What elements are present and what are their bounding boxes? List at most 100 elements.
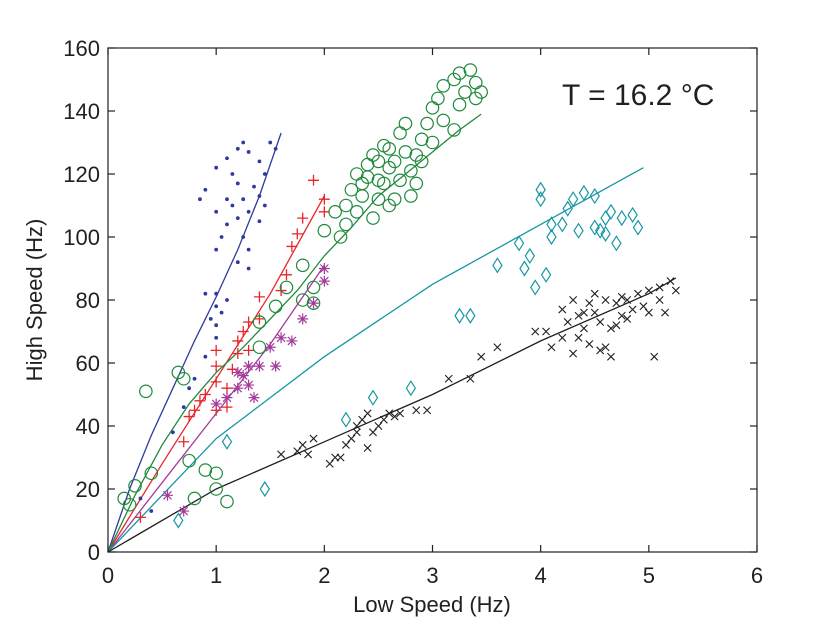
blue-dots-point — [230, 203, 235, 208]
black-x-point — [423, 406, 432, 415]
y-tick-label: 40 — [76, 414, 100, 439]
green-circle-point — [387, 154, 402, 169]
green-circle-point — [377, 176, 391, 191]
y-tick-label: 60 — [76, 351, 100, 376]
black-x-point — [590, 289, 599, 298]
blue-dots-point — [225, 197, 229, 202]
black-x-point — [601, 343, 610, 352]
teal-diamond-point — [573, 222, 584, 239]
blue-dots-point — [214, 247, 219, 252]
blue-dots-point — [241, 140, 246, 145]
black-x-fit-line — [107, 277, 677, 553]
black-x-point — [623, 314, 632, 323]
black-x-point — [579, 308, 588, 317]
green-circle-point — [398, 145, 413, 159]
red-plus-point — [194, 395, 206, 407]
blue-dots-point — [198, 197, 202, 202]
black-x-point — [563, 318, 572, 327]
magenta-asterisk-point — [210, 398, 222, 410]
teal-diamond-point — [589, 187, 600, 205]
y-tick-label: 120 — [63, 162, 100, 187]
red-plus-point — [318, 193, 330, 205]
black-x-point — [569, 296, 578, 304]
teal-diamond-point — [546, 228, 557, 246]
teal-diamond-point — [340, 411, 352, 428]
black-x-point — [325, 459, 334, 468]
green-circle-point — [295, 293, 310, 307]
black-x-point — [590, 308, 599, 317]
magenta-asterisk-point — [232, 382, 244, 394]
black-x-point — [293, 447, 302, 456]
magenta-asterisk-point — [275, 332, 287, 344]
green-circle-point — [128, 479, 142, 493]
blue-dots-point — [187, 386, 192, 391]
black-x-point — [579, 324, 588, 333]
black-x-point — [336, 453, 345, 462]
black-x-point — [444, 374, 453, 383]
black-x-point — [390, 412, 399, 421]
magenta-asterisk-point — [286, 335, 298, 347]
black-x-point — [612, 321, 621, 330]
magenta-asterisk-point — [270, 360, 282, 372]
green-circle-point — [328, 205, 342, 219]
x-tick-label: 4 — [535, 563, 547, 588]
black-x-point — [596, 318, 605, 327]
blue-dots-point — [214, 209, 219, 214]
black-x-point — [623, 296, 632, 304]
x-tick-label: 5 — [643, 563, 655, 588]
green-circle-point — [209, 466, 223, 481]
black-x-point — [634, 289, 643, 298]
green-circle-point — [452, 97, 467, 112]
teal-diamond-point — [605, 203, 617, 220]
teal-diamond-point — [530, 279, 541, 296]
y-tick-label: 20 — [76, 477, 100, 502]
teal-diamond-point — [589, 219, 600, 236]
magenta-asterisk-point — [248, 392, 260, 404]
green-circle-point — [420, 116, 434, 131]
teal-diamond-point — [627, 206, 638, 224]
black-x-point — [369, 428, 377, 437]
green-circle-point — [139, 384, 153, 399]
black-x-point — [661, 308, 670, 317]
blue-dots-point — [203, 354, 208, 359]
red-plus-point — [280, 269, 292, 281]
red-plus-point — [178, 436, 190, 448]
blue-dots-point — [149, 509, 154, 513]
green-circle-point — [447, 123, 461, 137]
green-circle-point — [306, 296, 321, 310]
blue-dots-point — [214, 165, 219, 170]
black-x-point — [596, 346, 605, 355]
black-x-point — [352, 428, 361, 437]
teal-diamond-point — [524, 247, 536, 265]
magenta-asterisk-point — [318, 275, 330, 287]
magenta-asterisk-point — [243, 379, 255, 391]
green-circle-point — [144, 466, 159, 481]
blue-dots-point — [246, 150, 251, 154]
black-x-point — [466, 374, 475, 383]
black-x-point — [352, 422, 361, 430]
blue-dots-point — [230, 172, 235, 176]
teal-diamond-point — [405, 380, 417, 397]
green-circle-point — [414, 132, 429, 147]
green-circle-point — [198, 463, 213, 477]
teal-diamond-point — [221, 433, 233, 450]
red-plus-point — [134, 511, 146, 523]
magenta-asterisk-point — [264, 341, 276, 353]
black-x-point — [617, 311, 626, 320]
blue-dots-point — [235, 260, 240, 265]
red-plus-point — [210, 376, 222, 388]
x-tick-label: 6 — [751, 563, 763, 588]
teal-diamond-point — [535, 181, 546, 198]
magenta-asterisk-point — [308, 297, 320, 309]
magenta-asterisk-point — [161, 489, 173, 501]
y-tick-label: 160 — [63, 36, 100, 61]
black-x-point — [531, 327, 540, 336]
teal-diamond-point — [513, 235, 525, 252]
blue-dots-point — [225, 298, 229, 302]
blue-dots-point — [257, 159, 262, 164]
black-x-point — [612, 299, 621, 308]
green-circle-point — [366, 211, 380, 225]
blue-dots-point — [246, 209, 251, 214]
